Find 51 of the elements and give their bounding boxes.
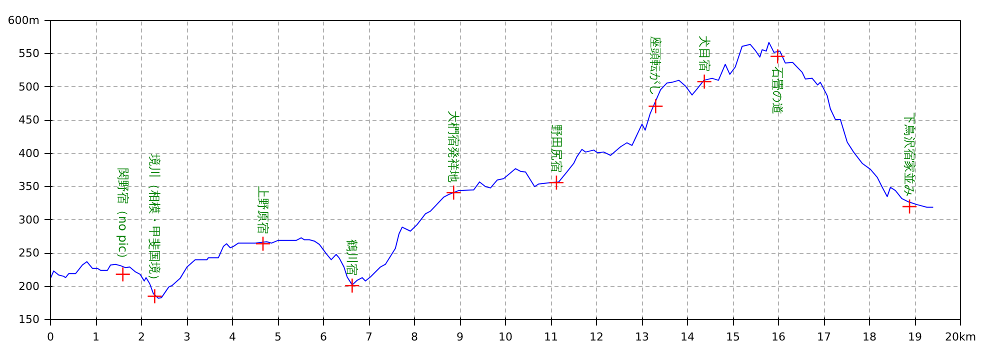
x-tick-label: 0 — [47, 330, 54, 344]
x-tick-label: 5 — [274, 330, 282, 344]
x-tick-label: 16 — [772, 330, 786, 344]
x-tick-label: 20km — [944, 330, 976, 344]
x-tick-label: 10 — [498, 330, 512, 344]
y-tick-label: 200 — [18, 280, 40, 293]
point — [696, 74, 712, 90]
annotation: 関野宿（no pic） — [116, 168, 130, 264]
y-tick-label: 250 — [18, 246, 40, 260]
annotation: 上野原宿 — [256, 186, 270, 234]
annotation: 犬目宿 — [697, 36, 712, 72]
annotation: 鶴川宿 — [345, 240, 360, 276]
point — [344, 278, 360, 294]
x-tick-label: 8 — [411, 330, 418, 344]
point — [147, 288, 162, 304]
point — [446, 184, 462, 200]
x-tick-label: 13 — [635, 330, 649, 344]
annotation: 境川（相模・甲斐国境） — [148, 153, 162, 286]
point — [115, 266, 130, 282]
x-tick-label: 7 — [366, 330, 372, 344]
point — [255, 236, 271, 252]
y-tick-label: 150 — [18, 313, 40, 326]
x-tick-label: 19 — [908, 330, 922, 344]
point — [770, 48, 786, 64]
y-tick-label: 500 — [18, 80, 40, 94]
point — [902, 198, 918, 214]
annotation: 野田尻宿 — [549, 124, 564, 173]
annotation: 下鳥沢宿家並み — [902, 112, 917, 197]
x-tick-label: 11 — [544, 330, 558, 344]
x-tick-label: 18 — [862, 330, 876, 344]
x-tick-label: 6 — [320, 330, 327, 344]
x-tick-label: 9 — [456, 330, 464, 344]
x-tick-label: 4 — [229, 330, 236, 344]
point — [648, 98, 664, 114]
annotation: 大椚宿発祥地 — [446, 110, 461, 183]
y-tick-label: 300 — [18, 213, 40, 226]
x-tick-label: 15 — [726, 330, 740, 344]
x-tick-label: 3 — [184, 330, 190, 344]
x-tick-label: 14 — [680, 330, 694, 344]
y-tick-label: 550 — [18, 47, 40, 60]
y-tick-label: 350 — [18, 180, 40, 194]
x-tick-label: 1 — [92, 330, 100, 344]
annotation: 石畳の道 — [770, 66, 785, 114]
x-tick-label: 17 — [817, 330, 831, 344]
x-tick-label: 12 — [590, 330, 604, 344]
annotation: 座頭転がし — [648, 36, 663, 96]
y-tick-label: 600m — [8, 14, 40, 27]
y-tick-label: 450 — [18, 114, 40, 127]
point — [548, 174, 564, 190]
x-tick-label: 2 — [138, 330, 145, 344]
y-tick-label: 400 — [18, 146, 40, 160]
